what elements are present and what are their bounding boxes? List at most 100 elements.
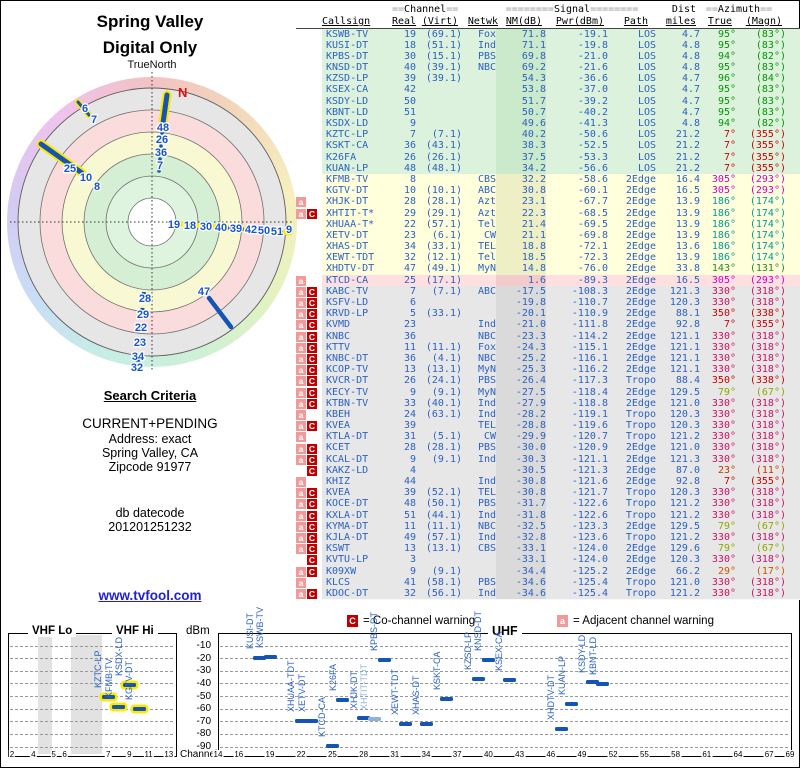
- table-row: KZTC-LP 7 (7.1) 40.2 -50.6 LOS 21.2 7° (355°): [296, 129, 800, 142]
- station-power-marker[interactable]: [253, 655, 267, 660]
- callsign-cell[interactable]: KAKZ-LD: [326, 464, 369, 476]
- co-channel-warning-badge: [307, 86, 317, 96]
- distance-cell: 121.1: [669, 341, 700, 353]
- station-power-marker[interactable]: [263, 655, 277, 660]
- adjacent-warning-badge: a: [296, 533, 306, 544]
- callsign-cell[interactable]: XEWT-TDT: [326, 252, 375, 264]
- callsign-cell[interactable]: KNBC-DT: [326, 352, 369, 364]
- callsign-cell[interactable]: XHJK-DT: [326, 196, 369, 208]
- station-power-marker[interactable]: [357, 716, 371, 721]
- station-power-marker[interactable]: [132, 706, 146, 711]
- network-cell: [462, 275, 496, 286]
- callsign-cell[interactable]: XHAS-DT: [326, 241, 369, 253]
- callsign-cell[interactable]: KSDX-LD: [326, 118, 369, 129]
- station-power-marker[interactable]: [481, 658, 495, 663]
- station-power-marker[interactable]: [377, 657, 391, 662]
- callsign-cell[interactable]: KGTV-DT: [326, 185, 369, 197]
- callsign-cell[interactable]: KECY-TV: [326, 386, 369, 398]
- callsign-cell[interactable]: KNBC: [326, 330, 351, 342]
- real-channel-cell: 51: [403, 509, 416, 521]
- callsign-cell[interactable]: KBNT-LD: [326, 106, 369, 118]
- callsign-cell[interactable]: K09XW: [326, 565, 357, 577]
- callsign-cell[interactable]: KBEH: [326, 408, 351, 420]
- callsign-cell[interactable]: KTLA-DT: [326, 431, 369, 443]
- callsign-cell[interactable]: XETV-DT: [326, 229, 369, 241]
- adjacent-warning-badge: a: [296, 409, 306, 420]
- callsign-cell[interactable]: KVTU-LP: [326, 554, 369, 566]
- callsign-cell[interactable]: KPBS-DT: [326, 50, 369, 62]
- station-power-marker[interactable]: [367, 717, 381, 722]
- station-power-marker[interactable]: [585, 680, 599, 685]
- callsign-cell[interactable]: KLCS: [326, 576, 351, 588]
- callsign-cell[interactable]: KJLA-DT: [326, 531, 369, 543]
- callsign-cell[interactable]: KVMD: [326, 319, 351, 331]
- callsign-cell[interactable]: KCAL-DT: [326, 453, 369, 465]
- callsign-cell[interactable]: KRVD-LP: [326, 308, 369, 320]
- callsign-cell[interactable]: KUAN-LP: [326, 162, 369, 174]
- callsign-cell[interactable]: KDOC-DT: [326, 587, 369, 599]
- gridline: [10, 683, 173, 685]
- station-power-marker[interactable]: [440, 697, 454, 702]
- radar-channel-label: 28: [139, 293, 151, 305]
- co-channel-warning-badge: C: [307, 387, 317, 398]
- callsign-cell[interactable]: KXLA-DT: [326, 509, 369, 521]
- noise-margin-cell: 34.2: [496, 162, 546, 174]
- distance-cell: 16.5: [675, 274, 700, 286]
- callsign-cell[interactable]: KFMB-TV: [326, 173, 369, 185]
- callsign-cell[interactable]: KCOP-TV: [326, 364, 369, 376]
- noise-margin-cell: 53.8: [496, 84, 546, 96]
- callsign-cell[interactable]: KSWB-TV: [326, 28, 369, 40]
- callsign-cell[interactable]: KSWT: [326, 543, 351, 555]
- callsign-cell[interactable]: KTCD-CA: [326, 274, 369, 286]
- table-row: KUSI-DT 18 (51.1) Ind 71.1 -19.8 LOS 4.8 95° (83°…: [296, 39, 800, 52]
- callsign-cell[interactable]: XHDTV-DT: [326, 263, 375, 275]
- callsign-cell[interactable]: KTTV: [326, 341, 351, 353]
- station-power-marker[interactable]: [305, 719, 319, 724]
- search-criteria-heading: Search Criteria: [103, 388, 197, 403]
- network-cell: [462, 129, 496, 140]
- tvfool-link[interactable]: www.tvfool.com: [98, 588, 202, 603]
- callsign-cell[interactable]: KYMA-DT: [326, 520, 369, 532]
- station-power-marker[interactable]: [471, 677, 485, 682]
- callsign-cell[interactable]: XHUAA-T*: [326, 218, 375, 230]
- station-power-marker[interactable]: [294, 718, 308, 723]
- callsign-cell[interactable]: KZTC-LP: [326, 129, 369, 141]
- station-power-marker[interactable]: [502, 677, 516, 682]
- station-power-marker[interactable]: [122, 683, 136, 688]
- callsign-cell[interactable]: KSEX-CA: [326, 84, 369, 96]
- station-power-marker[interactable]: [101, 694, 115, 699]
- radar-channel-label: 22: [135, 322, 147, 334]
- callsign-cell[interactable]: KNSD-DT: [326, 62, 369, 74]
- callsign-cell[interactable]: KHIZ: [326, 476, 351, 487]
- adjacent-warning-badge: [296, 130, 306, 140]
- station-label: KZTC-LP: [93, 650, 104, 688]
- station-power-marker[interactable]: [596, 681, 610, 686]
- station-power-marker[interactable]: [325, 743, 339, 748]
- station-power-marker[interactable]: [565, 702, 579, 707]
- callsign-cell[interactable]: KSKT-CA: [326, 140, 369, 152]
- callsign-cell[interactable]: KVEA: [326, 420, 351, 432]
- callsign-cell[interactable]: XHTIT-T*: [326, 207, 375, 219]
- callsign-cell[interactable]: K26FA: [326, 151, 357, 163]
- callsign-cell[interactable]: KVEA: [326, 487, 351, 499]
- callsign-cell[interactable]: KUSI-DT: [326, 39, 369, 51]
- station-power-marker[interactable]: [336, 698, 350, 703]
- magnetic-azimuth-cell: (355°): [749, 319, 786, 331]
- station-power-marker[interactable]: [398, 722, 412, 727]
- callsign-cell[interactable]: KVCR-DT: [326, 375, 369, 387]
- station-power-marker[interactable]: [554, 726, 568, 731]
- callsign-cell[interactable]: KTBN-TV: [326, 397, 369, 409]
- true-azimuth-cell: 29°: [717, 565, 736, 577]
- virtual-channel-cell: (5.1): [431, 431, 462, 443]
- station-power-marker[interactable]: [419, 721, 433, 726]
- callsign-cell[interactable]: KSDY-LD: [326, 95, 369, 107]
- callsign-cell[interactable]: KSFV-LD: [326, 297, 369, 308]
- station-power-marker[interactable]: [112, 704, 126, 709]
- callsign-cell[interactable]: KCET: [326, 442, 351, 454]
- real-channel-cell: 48: [403, 498, 416, 510]
- callsign-cell[interactable]: KOCE-DT: [326, 498, 369, 510]
- db-datecode-value: 201201251232: [108, 520, 192, 534]
- gridline: [10, 670, 173, 672]
- callsign-cell[interactable]: KZSD-LP: [326, 73, 369, 85]
- callsign-cell[interactable]: KABC-TV: [326, 285, 369, 297]
